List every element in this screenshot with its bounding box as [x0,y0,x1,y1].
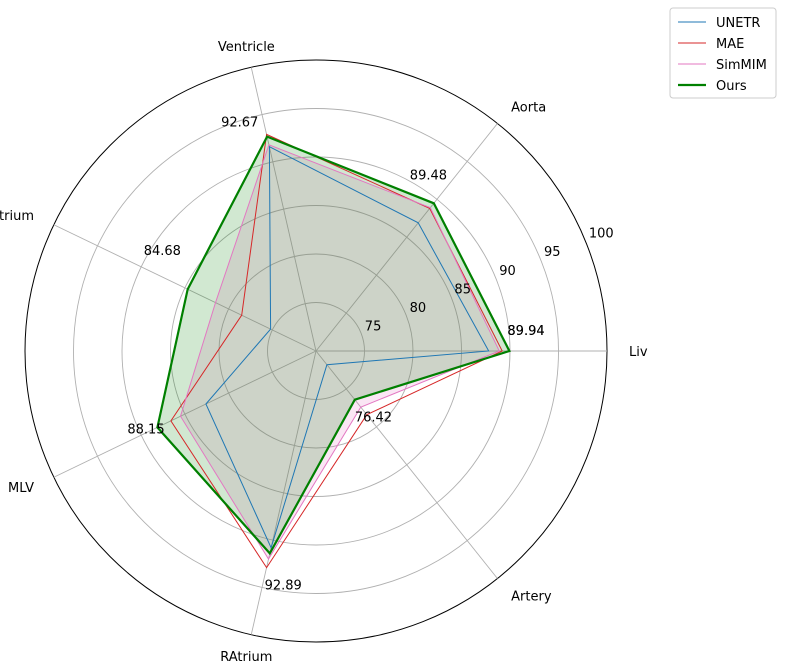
axis-label-latrium: LAtrium [0,209,34,224]
series-line-mae [170,133,503,569]
grid-spoke [250,350,317,635]
series-fill-ours [157,136,510,554]
series-line-ours [156,135,511,556]
radial-tick-label: 80 [410,301,427,316]
axis-label-ventricle: Ventricle [218,40,275,55]
legend-entry-ours: Ours [716,79,747,94]
value-label: 76.42 [355,411,392,426]
radial-tick-label: 85 [454,282,471,297]
series-line-unetr [205,145,490,550]
axis-label-liv: Liv [629,345,648,360]
axis-label-ratrium: RAtrium [220,650,272,665]
value-label: 84.68 [144,244,181,259]
value-label: 89.94 [507,324,544,339]
legend: UNETR MAE SimMIM Ours [669,7,777,99]
grid-spoke [250,67,317,352]
radial-tick-label: 100 [589,227,614,242]
grid-spoke [315,123,498,352]
chart-text: 75 80 85 90 95 100 Liv Aorta Ventricle LAtrium MLV… [0,40,648,665]
legend-entry-simmim: SimMIM [716,58,767,73]
legend-entry-unetr: UNETR [716,16,760,31]
value-label: 92.89 [265,579,302,594]
series-fill-simmim [180,144,500,560]
axis-label-mlv: MLV [8,481,34,496]
value-label: 88.15 [127,422,164,437]
value-label: 89.48 [410,168,447,183]
radial-tick-label: 95 [544,245,561,260]
grid-spoke [53,224,317,352]
value-label: 89.94 [507,324,544,339]
legend-frame [669,7,777,99]
radial-tick-label: 75 [365,319,382,334]
radial-tick-label: 90 [499,264,516,279]
value-label: 92.67 [221,116,258,131]
axis-label-aorta: Aorta [511,100,546,115]
series-fills [157,136,510,560]
grid-spoke [315,350,498,579]
series-lines [156,133,511,569]
legend-entry-mae: MAE [716,37,744,52]
axis-label-artery: Artery [511,590,552,605]
grid-spoke [53,350,317,478]
series-line-simmim [179,144,500,560]
